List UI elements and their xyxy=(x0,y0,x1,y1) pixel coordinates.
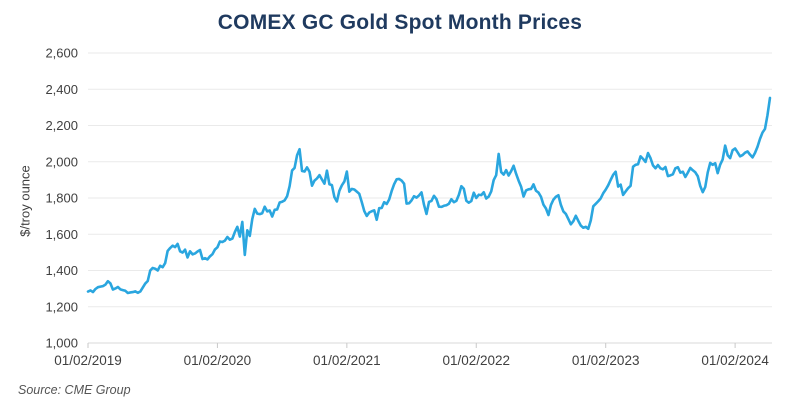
price-line xyxy=(86,96,772,295)
y-tick-label: 1,400 xyxy=(45,263,78,278)
y-tick-label: 1,000 xyxy=(45,336,78,351)
y-tick-label: 2,400 xyxy=(45,82,78,97)
y-tick-label: 1,600 xyxy=(45,227,78,242)
x-tick-label: 01/02/2022 xyxy=(442,353,510,368)
source-note: Source: CME Group xyxy=(18,383,131,397)
x-tick-label: 01/02/2024 xyxy=(701,353,769,368)
y-tick-label: 1,200 xyxy=(45,299,78,314)
chart-title: COMEX GC Gold Spot Month Prices xyxy=(217,11,583,34)
y-tick-label: 2,600 xyxy=(45,46,78,61)
x-tick-label: 01/02/2019 xyxy=(54,353,122,368)
y-tick-label: 2,200 xyxy=(45,118,78,133)
y-tick-label: 2,000 xyxy=(45,154,78,169)
y-tick-label: 1,800 xyxy=(45,191,78,206)
x-tick-label: 01/02/2023 xyxy=(572,353,640,368)
x-tick-label: 01/02/2020 xyxy=(184,353,252,368)
x-tick-label: 01/02/2021 xyxy=(313,353,381,368)
